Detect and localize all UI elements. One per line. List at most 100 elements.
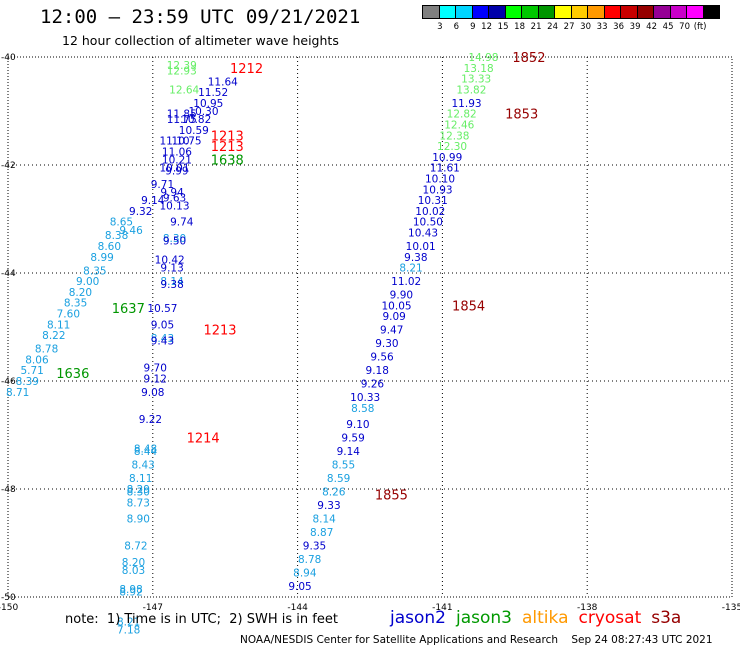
color-tick-label: 9 xyxy=(470,22,476,32)
color-tick-label: 12 xyxy=(481,22,492,32)
pass-time-label: 1636 xyxy=(56,367,89,382)
wave-height-label: 8.58 xyxy=(351,403,374,415)
credit-line: NOAA/NESDIS Center for Satellite Applica… xyxy=(240,634,713,646)
wave-height-label: 12.38 xyxy=(439,130,469,142)
wave-height-label: 11.10 xyxy=(159,136,189,148)
wave-height-label: 8.21 xyxy=(399,263,422,275)
wave-height-label: 11.85 xyxy=(167,109,197,121)
wave-height-label: 10.50 xyxy=(413,217,443,229)
wave-height-label: 8.29 xyxy=(127,484,150,496)
wave-height-label: 8.87 xyxy=(310,527,333,539)
y-tick-label: -40 xyxy=(1,53,16,63)
wave-height-label: 13.33 xyxy=(461,74,491,86)
wave-height-label: 14.98 xyxy=(468,52,498,64)
wave-height-label: 12.64 xyxy=(169,84,199,96)
wave-height-label: 9.18 xyxy=(366,365,389,377)
wave-height-label: 8.44 xyxy=(134,446,158,458)
wave-height-label: 12.46 xyxy=(444,120,474,132)
page-title: 12:00 — 23:59 UTC 09/21/2021 xyxy=(40,6,361,28)
wave-height-label: 13.18 xyxy=(464,63,494,75)
wave-height-label: 8.48 xyxy=(134,444,157,456)
wave-height-label: 12.30 xyxy=(437,141,467,153)
wave-height-label: 12.82 xyxy=(447,109,477,121)
wave-height-label: 12.39 xyxy=(167,60,197,72)
wave-height-label: 10.30 xyxy=(188,106,218,118)
color-tick-label: 21 xyxy=(530,22,542,32)
wave-height-label: 8.35 xyxy=(64,298,87,310)
wave-height-label: 8.55 xyxy=(332,460,355,472)
color-tick-label: 3 xyxy=(437,22,443,32)
wave-height-label: 9.63 xyxy=(163,192,186,204)
wave-height-label: 9.12 xyxy=(144,373,167,385)
wave-height-label: 8.14 xyxy=(312,514,336,526)
wave-height-label: 8.59 xyxy=(327,473,350,485)
x-tick-label: -141 xyxy=(432,603,452,613)
footer-note: note: 1) Time is in UTC; 2) SWH is in fe… xyxy=(65,612,338,627)
color-tick-label: 6 xyxy=(453,22,459,32)
wave-height-label: 8.20 xyxy=(69,287,92,299)
wave-height-label: 10.93 xyxy=(423,184,453,196)
x-tick-label: -150 xyxy=(0,603,18,613)
color-tick-label: 36 xyxy=(613,22,624,32)
wave-height-label: 9.43 xyxy=(151,336,174,348)
wave-height-label: 11.93 xyxy=(452,98,482,110)
color-tick-label: 30 xyxy=(580,22,591,32)
page-subtitle: 12 hour collection of altimeter wave hei… xyxy=(62,33,339,48)
wave-height-label: 5.71 xyxy=(20,365,43,377)
satellite-legend-jason2: jason2 xyxy=(390,608,446,628)
wave-height-label: 9.99 xyxy=(165,165,188,177)
wave-height-label: 10.43 xyxy=(408,228,438,240)
color-scale-legend: 3 6 9 12 15 18 21 24 27 30 33 36 39 42 45 70 (ft) xyxy=(422,5,720,32)
color-tick-label: 39 xyxy=(629,22,641,32)
wave-height-label: 8.43 xyxy=(151,333,174,345)
wave-height-label: 8.99 xyxy=(90,252,113,264)
wave-height-label: 10.01 xyxy=(159,163,189,175)
pass-time-label: 1214 xyxy=(187,432,220,447)
wave-height-label: 8.78 xyxy=(35,344,58,356)
wave-height-label: 8.35 xyxy=(83,265,106,277)
wave-height-label: 8.90 xyxy=(127,514,150,526)
wave-height-label: 10.10 xyxy=(425,174,455,186)
wave-height-label: 9.05 xyxy=(288,581,311,593)
wave-height-label: 12.93 xyxy=(167,66,197,78)
wave-height-label: 9.10 xyxy=(346,419,369,431)
wave-height-label: 8.26 xyxy=(322,487,346,499)
color-tick-label: 33 xyxy=(596,22,608,32)
color-tick-label: 24 xyxy=(547,22,558,32)
wave-height-label: 9.38 xyxy=(404,252,427,264)
wave-height-label: 9.05 xyxy=(151,319,174,331)
x-tick-label: -144 xyxy=(287,603,308,613)
wave-height-label: 8.11 xyxy=(47,319,70,331)
wave-height-label: 8.30 xyxy=(163,233,186,245)
pass-time-label: 1212 xyxy=(230,62,263,77)
wave-height-label: 9.94 xyxy=(160,187,184,199)
wave-height-label: 8.06 xyxy=(25,354,49,366)
wave-height-label: 9.00 xyxy=(76,276,99,288)
wave-height-label: 11.02 xyxy=(391,276,421,288)
satellite-legend-s3a: s3a xyxy=(651,608,682,628)
pass-time-label: 1638 xyxy=(211,154,244,169)
wave-height-label: 9.59 xyxy=(341,433,364,445)
wave-height-label: 9.14 xyxy=(337,446,361,458)
satellite-legend-jason3: jason3 xyxy=(456,608,512,628)
wave-height-label: 8.43 xyxy=(131,460,154,472)
wave-height-label: 9.08 xyxy=(141,387,164,399)
wave-height-label: 9.70 xyxy=(144,363,167,375)
wave-height-label: 10.57 xyxy=(147,303,177,315)
wave-height-label: 10.13 xyxy=(159,201,189,213)
plot-frame xyxy=(7,56,733,598)
wave-height-label: 10.42 xyxy=(155,255,185,267)
pass-time-label: 1637 xyxy=(112,302,145,317)
wave-height-label: 7.60 xyxy=(57,309,80,321)
wave-height-label: 8.94 xyxy=(293,568,317,580)
wave-height-label: 9.46 xyxy=(119,225,143,237)
wave-height-label: 7.18 xyxy=(117,624,140,636)
wave-height-label: 8.39 xyxy=(16,376,39,388)
wave-height-label: 8.11 xyxy=(129,473,152,485)
wave-height-label: 8.71 xyxy=(6,387,29,399)
pass-time-label: 1213 xyxy=(203,324,236,339)
wave-height-label: 10.59 xyxy=(179,125,209,137)
wave-height-label: 8.92 xyxy=(119,587,142,599)
pass-time-label: 1854 xyxy=(452,299,485,314)
